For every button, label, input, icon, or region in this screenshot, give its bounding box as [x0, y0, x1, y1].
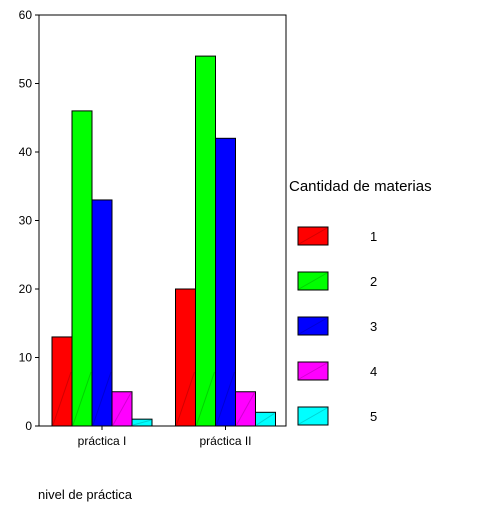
legend-swatch-2: [297, 271, 329, 291]
y-tick-label: 20: [19, 282, 33, 296]
y-tick-label: 60: [19, 8, 33, 22]
bar-shade: [72, 371, 92, 426]
bar-4-1: [111, 391, 133, 427]
legend-swatch-shade: [298, 227, 328, 245]
y-tick-label: 50: [19, 77, 33, 91]
bar-1-1: [51, 336, 73, 427]
legend-label-4: 4: [370, 364, 377, 379]
legend-swatch-shade: [298, 272, 328, 290]
x-tick-label: práctica II: [199, 434, 251, 448]
bar-5-1: [131, 418, 153, 427]
legend-label-3: 3: [370, 319, 377, 334]
bar-1-2: [175, 288, 196, 427]
bar-shade: [216, 371, 235, 426]
legend-label-1: 1: [370, 229, 377, 244]
y-tick-label: 30: [19, 214, 33, 228]
bar-shade: [176, 371, 195, 426]
bar-3-1: [91, 199, 113, 427]
bar-5-2: [255, 411, 276, 427]
x-axis-title: nivel de práctica: [38, 487, 133, 502]
legend: Cantidad de materias 1 2 3 4 5: [289, 178, 432, 426]
legend-swatch-shade: [298, 362, 328, 380]
legend-swatch-3: [297, 316, 329, 336]
bar-shade: [236, 392, 255, 426]
legend-swatch-5: [297, 406, 329, 426]
legend-swatch-1: [297, 226, 329, 246]
y-tick-label: 40: [19, 145, 33, 159]
bar-2-2: [195, 55, 216, 427]
legend-swatch-shade: [298, 407, 328, 425]
legend-title: Cantidad de materias: [289, 178, 432, 195]
legend-label-5: 5: [370, 409, 377, 424]
bar-shade: [196, 371, 215, 426]
legend-swatch-4: [297, 361, 329, 381]
y-tick-label: 0: [25, 419, 32, 433]
bar-shade: [52, 371, 72, 426]
bar-4-2: [235, 391, 256, 427]
plot-area: 0 10 20 30 40 50 60 práctica I práctica II: [19, 8, 287, 448]
x-tick-label: práctica I: [78, 434, 127, 448]
legend-swatch-shade: [298, 317, 328, 335]
bar-shade: [132, 419, 152, 426]
bar-shade: [112, 392, 132, 426]
legend-label-2: 2: [370, 274, 377, 289]
y-tick-label: 10: [19, 351, 33, 365]
bar-shade: [92, 371, 112, 426]
bar-shade: [256, 412, 275, 426]
bar-3-2: [215, 137, 236, 427]
